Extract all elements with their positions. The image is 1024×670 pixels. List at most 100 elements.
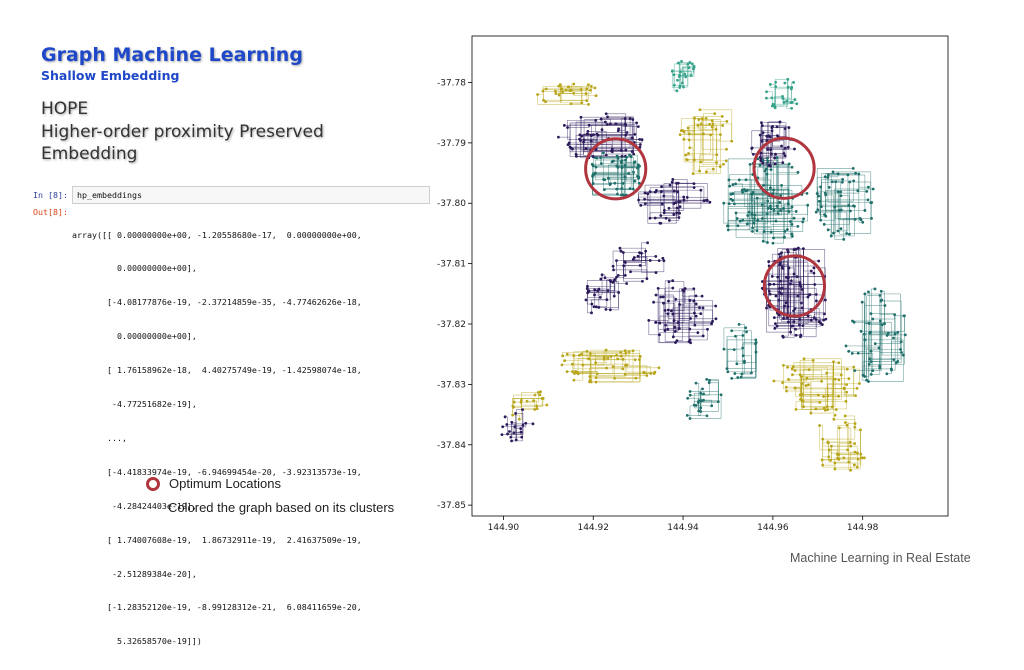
graph-node [775,324,779,328]
graph-node [800,382,804,386]
graph-node [605,298,609,302]
graph-node [812,271,816,275]
graph-node [606,356,610,360]
graph-node [617,127,621,131]
graph-node [704,116,708,120]
graph-node [848,232,851,236]
graph-node [792,216,796,220]
graph-node [745,222,749,226]
graph-node [765,134,769,138]
graph-node [678,211,681,215]
graph-node [622,264,626,268]
output-line: -4.77251682e-19], [72,399,197,410]
graph-node [678,73,682,77]
graph-node [596,289,599,293]
graph-node [820,323,824,326]
graph-node [676,181,680,185]
graph-node [840,180,844,184]
graph-node [710,404,714,408]
graph-node [587,102,590,106]
graph-node [865,189,869,193]
graph-node [519,427,523,431]
x-tick-label: 144.94 [667,523,699,533]
x-tick-label: 144.92 [577,523,609,533]
graph-node [646,241,650,245]
graph-node [592,133,595,137]
graph-node [729,197,733,201]
graph-node [816,208,820,212]
graph-node [729,192,733,196]
graph-node [847,349,851,353]
y-tick-label: -37.81 [437,260,466,270]
graph-node [656,286,660,290]
graph-node [781,266,785,270]
graph-node [584,298,588,302]
graph-node [737,322,741,326]
graph-node [645,277,649,281]
graph-node [790,234,794,238]
graph-node [671,178,675,181]
graph-node [585,99,589,103]
graph-node [682,137,686,141]
graph-node [510,420,514,424]
graph-node [691,67,695,71]
graph-node [593,86,597,90]
graph-node [542,98,545,102]
graph-node [630,136,634,140]
graph-node [641,279,644,283]
graph-node [761,159,765,162]
graph-node [653,370,657,374]
graph-node [755,196,759,200]
graph-node [682,195,686,199]
graph-node [715,161,718,164]
graph-node [652,300,656,304]
graph-node [800,306,804,310]
graph-node [727,202,731,206]
graph-node [611,281,615,284]
graph-node [819,218,823,222]
graph-node [750,371,753,375]
graph-node [869,349,873,353]
graph-node [804,384,808,388]
graph-node [809,411,813,415]
graph-node [859,452,863,456]
graph-node [842,387,846,391]
graph-node [718,165,722,169]
graph-node [579,88,583,91]
graph-node [544,100,547,104]
graph-node [861,220,865,224]
graph-node [633,132,637,136]
graph-node [842,456,846,460]
graph-node [629,155,633,158]
graph-node [798,281,802,285]
code-input[interactable]: hp_embeddings [72,186,430,204]
graph-node [739,375,743,379]
graph-node [826,408,830,412]
graph-node [814,210,818,214]
graph-node [878,319,882,323]
graph-node [640,138,644,142]
graph-node [786,248,789,252]
graph-node [760,217,764,220]
graph-node [668,183,672,187]
ring-marker-icon [146,476,160,491]
graph-node [699,312,703,316]
graph-node [705,414,709,418]
graph-node [789,282,792,286]
heading-line: Embedding [41,144,138,164]
graph-node [726,224,729,228]
graph-node [633,358,637,362]
graph-node [778,200,782,204]
graph-node [892,336,895,340]
graph-node [585,349,589,353]
graph-node [599,277,603,281]
graph-node [795,275,799,279]
graph-node [774,219,778,223]
graph-node [809,318,813,322]
graph-node [853,217,857,221]
graph-node [574,154,578,158]
graph-node [764,167,768,171]
heading-line: HOPE [41,99,89,119]
graph-node [708,200,712,204]
graph-node [722,162,725,166]
